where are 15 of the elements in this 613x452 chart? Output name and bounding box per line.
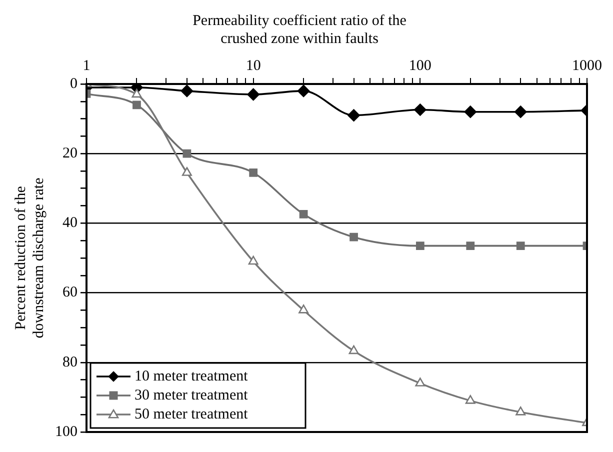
y-tick-label: 60: [62, 284, 78, 301]
y-tick-label: 20: [62, 146, 78, 162]
x-axis-title: Permeability coefficient ratio of the crushed zone within faults: [192, 12, 407, 47]
y-axis-title: Percent reduction of the downstream discharge rate: [12, 177, 47, 338]
y-tick-label: 40: [62, 215, 78, 232]
y-tick-label: 100: [55, 424, 78, 440]
x-tick-label: 100: [408, 58, 432, 74]
legend-label: 50 meter treatment: [134, 406, 249, 422]
y-tick-label: 80: [62, 354, 78, 370]
legend-label: 30 meter treatment: [134, 387, 249, 404]
x-tick-label: 10: [246, 58, 261, 74]
y-tick-label: 0: [70, 76, 78, 92]
x-tick-label: 1: [82, 58, 90, 74]
x-tick-label: 1000: [572, 58, 602, 74]
legend-label: 10 meter treatment: [134, 368, 249, 384]
